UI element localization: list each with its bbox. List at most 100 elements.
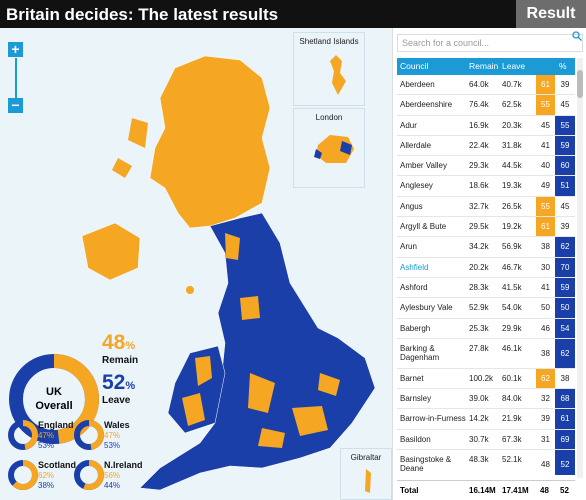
gibraltar-map-icon <box>365 469 371 493</box>
table-row[interactable]: Allerdale 22.4k 31.8k 41 59 <box>397 135 575 157</box>
remain-pct: 48% <box>102 331 136 354</box>
table-row[interactable]: Barking & Dagenham 27.8k 46.1k 38 62 <box>397 338 575 369</box>
total-leave: 17.41M <box>502 486 529 495</box>
zoom-track <box>15 58 17 98</box>
region-leave: 44% <box>104 481 121 490</box>
cell-remain-pct: 50 <box>536 298 555 318</box>
region-ring <box>8 420 38 450</box>
cell-leave: 60.1k <box>502 373 522 383</box>
cell-remain: 27.8k <box>469 343 489 353</box>
cell-council: Adur <box>400 120 417 130</box>
table-row[interactable]: Amber Valley 29.3k 44.5k 40 60 <box>397 156 575 177</box>
header-leave[interactable]: Leave <box>502 61 526 71</box>
total-label: Total <box>400 486 419 495</box>
cell-remain: 52.9k <box>469 303 489 313</box>
cell-remain: 29.5k <box>469 222 489 232</box>
header-remain[interactable]: Remain <box>469 61 499 71</box>
table-row[interactable]: Barrow-in-Furness 14.2k 21.9k 39 61 <box>397 409 575 430</box>
cell-leave-pct: 68 <box>555 389 575 409</box>
table-scrollbar[interactable] <box>577 58 583 478</box>
cell-remain-pct: 45 <box>536 115 555 135</box>
result-button[interactable]: Result <box>516 0 586 28</box>
cell-council: Anglesey <box>400 181 433 191</box>
cell-remain-pct: 55 <box>536 196 555 217</box>
table-row[interactable]: Basildon 30.7k 67.3k 31 69 <box>397 429 575 451</box>
cell-leave: 46.7k <box>502 262 522 272</box>
cell-remain: 100.2k <box>469 373 494 383</box>
table-row[interactable]: Aberdeen 64.0k 40.7k 61 39 <box>397 75 575 96</box>
table-header: Council Remain Leave % <box>397 58 575 75</box>
cell-council[interactable]: Ashfield <box>400 262 429 272</box>
table-row[interactable]: Adur 16.9k 20.3k 45 55 <box>397 115 575 136</box>
cell-leave: 19.2k <box>502 222 522 232</box>
cell-remain: 28.3k <box>469 282 489 292</box>
cell-leave-pct: 62 <box>555 338 575 368</box>
search-input[interactable]: Search for a council... <box>397 34 583 52</box>
cell-leave-pct: 55 <box>555 115 575 135</box>
cell-leave: 52.1k <box>502 455 522 465</box>
region-remain: 56% <box>104 471 121 480</box>
zoom-out-button[interactable]: − <box>8 98 23 113</box>
cell-remain-pct: 48 <box>536 450 555 475</box>
cell-leave: 84.0k <box>502 394 522 404</box>
cell-council: Allerdale <box>400 140 432 150</box>
region-ring <box>8 460 38 490</box>
header-council[interactable]: Council <box>400 61 429 71</box>
cell-remain-pct: 62 <box>536 368 555 389</box>
cell-remain-pct: 39 <box>536 409 555 429</box>
cell-remain-pct: 38 <box>536 338 555 368</box>
table-row[interactable]: Barnsley 39.0k 84.0k 32 68 <box>397 389 575 410</box>
table-row[interactable]: Aylesbury Vale 52.9k 54.0k 50 50 <box>397 298 575 319</box>
table-row[interactable]: Anglesey 18.6k 19.3k 49 51 <box>397 176 575 197</box>
table-row[interactable]: Babergh 25.3k 29.9k 46 54 <box>397 318 575 339</box>
region-ring <box>74 420 104 450</box>
cell-leave-pct: 59 <box>555 277 575 298</box>
cell-council: Barnsley <box>400 394 432 404</box>
scrollbar-thumb[interactable] <box>577 70 583 98</box>
cell-remain: 32.7k <box>469 201 489 211</box>
cell-remain: 30.7k <box>469 434 489 444</box>
cell-leave: 56.9k <box>502 242 522 252</box>
shetland-label: Shetland Islands <box>299 37 359 46</box>
table-row[interactable]: Ashfield 20.2k 46.7k 30 70 <box>397 257 575 278</box>
table-row[interactable]: Arun 34.2k 56.9k 38 62 <box>397 237 575 258</box>
cell-remain-pct: 38 <box>536 237 555 257</box>
scotland-region <box>149 55 271 229</box>
cell-leave-pct: 45 <box>555 196 575 217</box>
cell-council: Babergh <box>400 323 431 333</box>
cell-remain-pct: 30 <box>536 257 555 277</box>
search-icon[interactable] <box>572 31 582 41</box>
cell-leave-pct: 59 <box>555 135 575 156</box>
table-row[interactable]: Basingstoke & Deane 48.3k 52.1k 48 52 <box>397 450 575 475</box>
table-row[interactable]: Aberdeenshire 76.4k 62.5k 55 45 <box>397 95 575 116</box>
uk-overall-line1: UK <box>46 386 62 398</box>
header-pct[interactable]: % <box>559 61 567 71</box>
table-row[interactable]: Angus 32.7k 26.5k 55 45 <box>397 196 575 218</box>
council-table-body: Aberdeen 64.0k 40.7k 61 39 Aberdeenshire 76.4k… <box>397 75 575 475</box>
cell-council: Barking & Dagenham <box>400 343 440 362</box>
cell-council: Aylesbury Vale <box>400 303 453 313</box>
table-row[interactable]: Barnet 100.2k 60.1k 62 38 <box>397 368 575 390</box>
results-map[interactable]: + − Shetland Islands London Gibraltar <box>0 28 392 500</box>
cell-leave-pct: 60 <box>555 156 575 176</box>
table-row[interactable]: Argyll & Bute 29.5k 19.2k 61 39 <box>397 217 575 238</box>
cell-leave: 41.5k <box>502 282 522 292</box>
cell-remain-pct: 31 <box>536 429 555 450</box>
cell-remain: 39.0k <box>469 394 489 404</box>
table-total-row: Total 16.14M 17.41M 48 52 <box>397 480 575 500</box>
cell-remain-pct: 55 <box>536 95 555 115</box>
region-remain: 62% <box>38 471 55 480</box>
top-bar: Britain decides: The latest results Resu… <box>0 0 586 28</box>
uk-overall-ring: UK Overall <box>9 354 99 444</box>
cell-remain-pct: 49 <box>536 176 555 196</box>
table-row[interactable]: Ashford 28.3k 41.5k 41 59 <box>397 277 575 299</box>
cell-remain: 20.2k <box>469 262 489 272</box>
cell-leave-pct: 62 <box>555 237 575 257</box>
council-panel: Search for a council... Council Remain L… <box>392 28 586 500</box>
region-leave: 53% <box>38 441 55 450</box>
zoom-in-button[interactable]: + <box>8 42 23 57</box>
cell-remain: 14.2k <box>469 414 489 424</box>
london-label: London <box>315 113 343 122</box>
region-summary: N.Ireland 56% 44% <box>72 458 167 500</box>
region-remain: 47% <box>104 431 121 440</box>
